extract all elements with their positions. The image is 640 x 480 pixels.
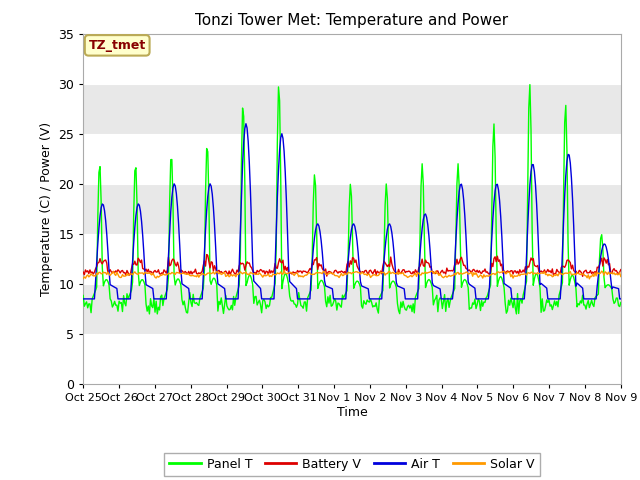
Battery V [569,262,577,268]
Air T [569,196,577,202]
Solar V [246,269,254,275]
Solar V [586,276,593,282]
Battery V [307,267,315,273]
Title: Tonzi Tower Met: Temperature and Power: Tonzi Tower Met: Temperature and Power [195,13,509,28]
Solar V [617,274,625,279]
Battery V [248,265,255,271]
Panel T [307,287,315,293]
Battery V [79,269,87,275]
Solar V [280,267,288,273]
Panel T [145,311,153,317]
Panel T [381,203,389,208]
Air T [617,296,625,302]
Text: TZ_tmet: TZ_tmet [88,39,146,52]
Air T [407,296,415,302]
Line: Air T: Air T [83,124,621,299]
Bar [83,134,621,184]
Solar V [79,276,87,281]
Bar [83,334,621,384]
Battery V [579,274,586,279]
Air T [381,245,389,251]
Panel T [407,302,415,308]
Line: Solar V: Solar V [83,270,621,279]
Bar [83,234,621,284]
Panel T [79,293,87,299]
Solar V [307,271,315,277]
Solar V [407,273,415,278]
Air T [476,296,483,302]
Solar V [381,272,389,278]
Line: Panel T: Panel T [83,84,621,314]
Panel T [248,276,255,282]
Bar [83,34,621,84]
Air T [248,222,255,228]
Y-axis label: Temperature (C) / Power (V): Temperature (C) / Power (V) [40,122,52,296]
Panel T [526,82,534,87]
Line: Battery V: Battery V [83,254,621,276]
Panel T [617,300,625,305]
Battery V [407,270,415,276]
Battery V [381,260,389,266]
Solar V [569,271,577,277]
Battery V [617,267,625,273]
Solar V [476,274,483,279]
Air T [307,275,315,280]
Air T [242,121,250,127]
Panel T [570,275,577,280]
Battery V [203,252,211,257]
Panel T [476,298,483,304]
Battery V [476,268,483,274]
Air T [79,296,87,302]
Legend: Panel T, Battery V, Air T, Solar V: Panel T, Battery V, Air T, Solar V [164,453,540,476]
X-axis label: Time: Time [337,406,367,419]
